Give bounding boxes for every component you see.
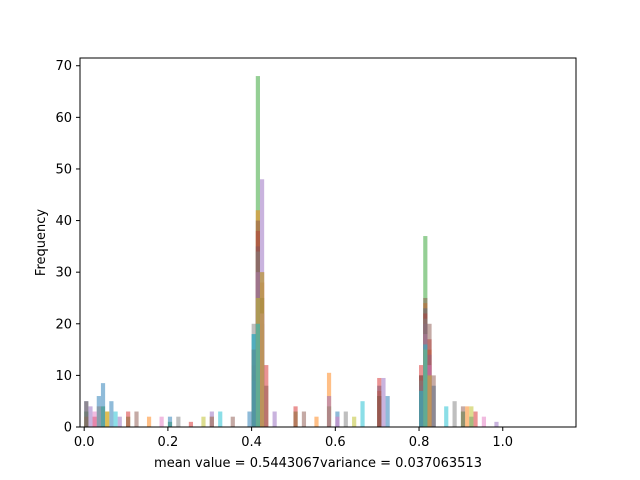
y-axis-label: Frequency: [34, 209, 49, 276]
histogram-bar: [427, 375, 432, 427]
histogram-bar: [251, 334, 256, 427]
histogram-bar: [188, 421, 194, 427]
histogram-bar: [109, 401, 114, 427]
x-tick-label: 0.8: [409, 435, 430, 450]
histogram-bar: [92, 411, 97, 427]
histogram-bar: [230, 416, 235, 427]
histogram-bar: [96, 406, 101, 427]
histogram-bar: [201, 416, 206, 427]
y-tick-label: 70: [55, 59, 72, 74]
histogram-bar: [100, 383, 106, 427]
histogram-bar: [381, 377, 386, 427]
y-tick-label: 60: [55, 111, 72, 126]
histogram-bar: [314, 416, 319, 427]
y-tick-label: 30: [55, 266, 72, 281]
histogram-bar: [377, 396, 382, 427]
histogram-bar: [259, 272, 265, 427]
histogram-bar: [113, 411, 118, 427]
histogram-bar: [481, 416, 487, 427]
histogram-bar: [255, 323, 260, 427]
histogram-bar: [88, 406, 93, 427]
histogram-bar: [473, 411, 478, 427]
histogram-bar: [84, 401, 89, 427]
y-axis-ticks: 0 10 20 30 40 50 60 70: [55, 59, 80, 436]
x-tick-label: 0.6: [325, 435, 346, 450]
histogram-bar: [293, 406, 298, 427]
y-tick-label: 0: [64, 421, 72, 436]
y-tick-label: 20: [55, 317, 72, 332]
histogram-bar: [105, 411, 110, 427]
histogram-bar: [117, 416, 122, 427]
histogram-bar: [218, 411, 223, 427]
plot-frame: [79, 57, 577, 428]
histogram-bar: [494, 421, 499, 427]
histogram-bar: [352, 416, 357, 427]
histogram-bar: [431, 375, 436, 427]
histogram-bar: [335, 416, 340, 427]
x-tick-label: 1.0: [492, 435, 513, 450]
histogram-bar: [326, 396, 332, 427]
histogram-bar: [343, 411, 348, 427]
histogram-bar: [176, 416, 181, 427]
histogram-bar: [134, 411, 139, 427]
histogram-bar: [460, 406, 466, 427]
histogram-bar: [126, 411, 131, 427]
y-tick-label: 50: [55, 162, 72, 177]
histogram-bar: [423, 344, 428, 427]
histogram-bar: [264, 385, 269, 427]
histogram-bar: [301, 411, 307, 427]
histogram-bar: [452, 401, 457, 427]
x-tick-label: 0.2: [158, 435, 179, 450]
histogram-bar: [419, 390, 424, 427]
histogram-bar: [167, 416, 173, 427]
histogram-bar: [247, 411, 252, 427]
histogram-bar: [469, 406, 474, 427]
histogram-bar: [360, 401, 365, 427]
x-tick-label: 0.4: [241, 435, 262, 450]
histogram-bar: [272, 411, 277, 427]
x-tick-label: 0.0: [74, 435, 95, 450]
histogram-bar: [385, 396, 390, 427]
histogram-bar: [146, 416, 152, 427]
y-tick-label: 40: [55, 214, 72, 229]
x-axis-label: mean value = 0.5443067variance = 0.03706…: [154, 456, 482, 471]
histogram-bar: [159, 416, 164, 427]
histogram-bar: [465, 406, 470, 427]
histogram-bar: [209, 411, 214, 427]
histogram-bars: [84, 76, 499, 428]
y-tick-label: 10: [55, 369, 72, 384]
x-axis-ticks: 0.0 0.2 0.4 0.6 0.8 1.0: [74, 427, 513, 450]
histogram-bar: [444, 406, 449, 427]
